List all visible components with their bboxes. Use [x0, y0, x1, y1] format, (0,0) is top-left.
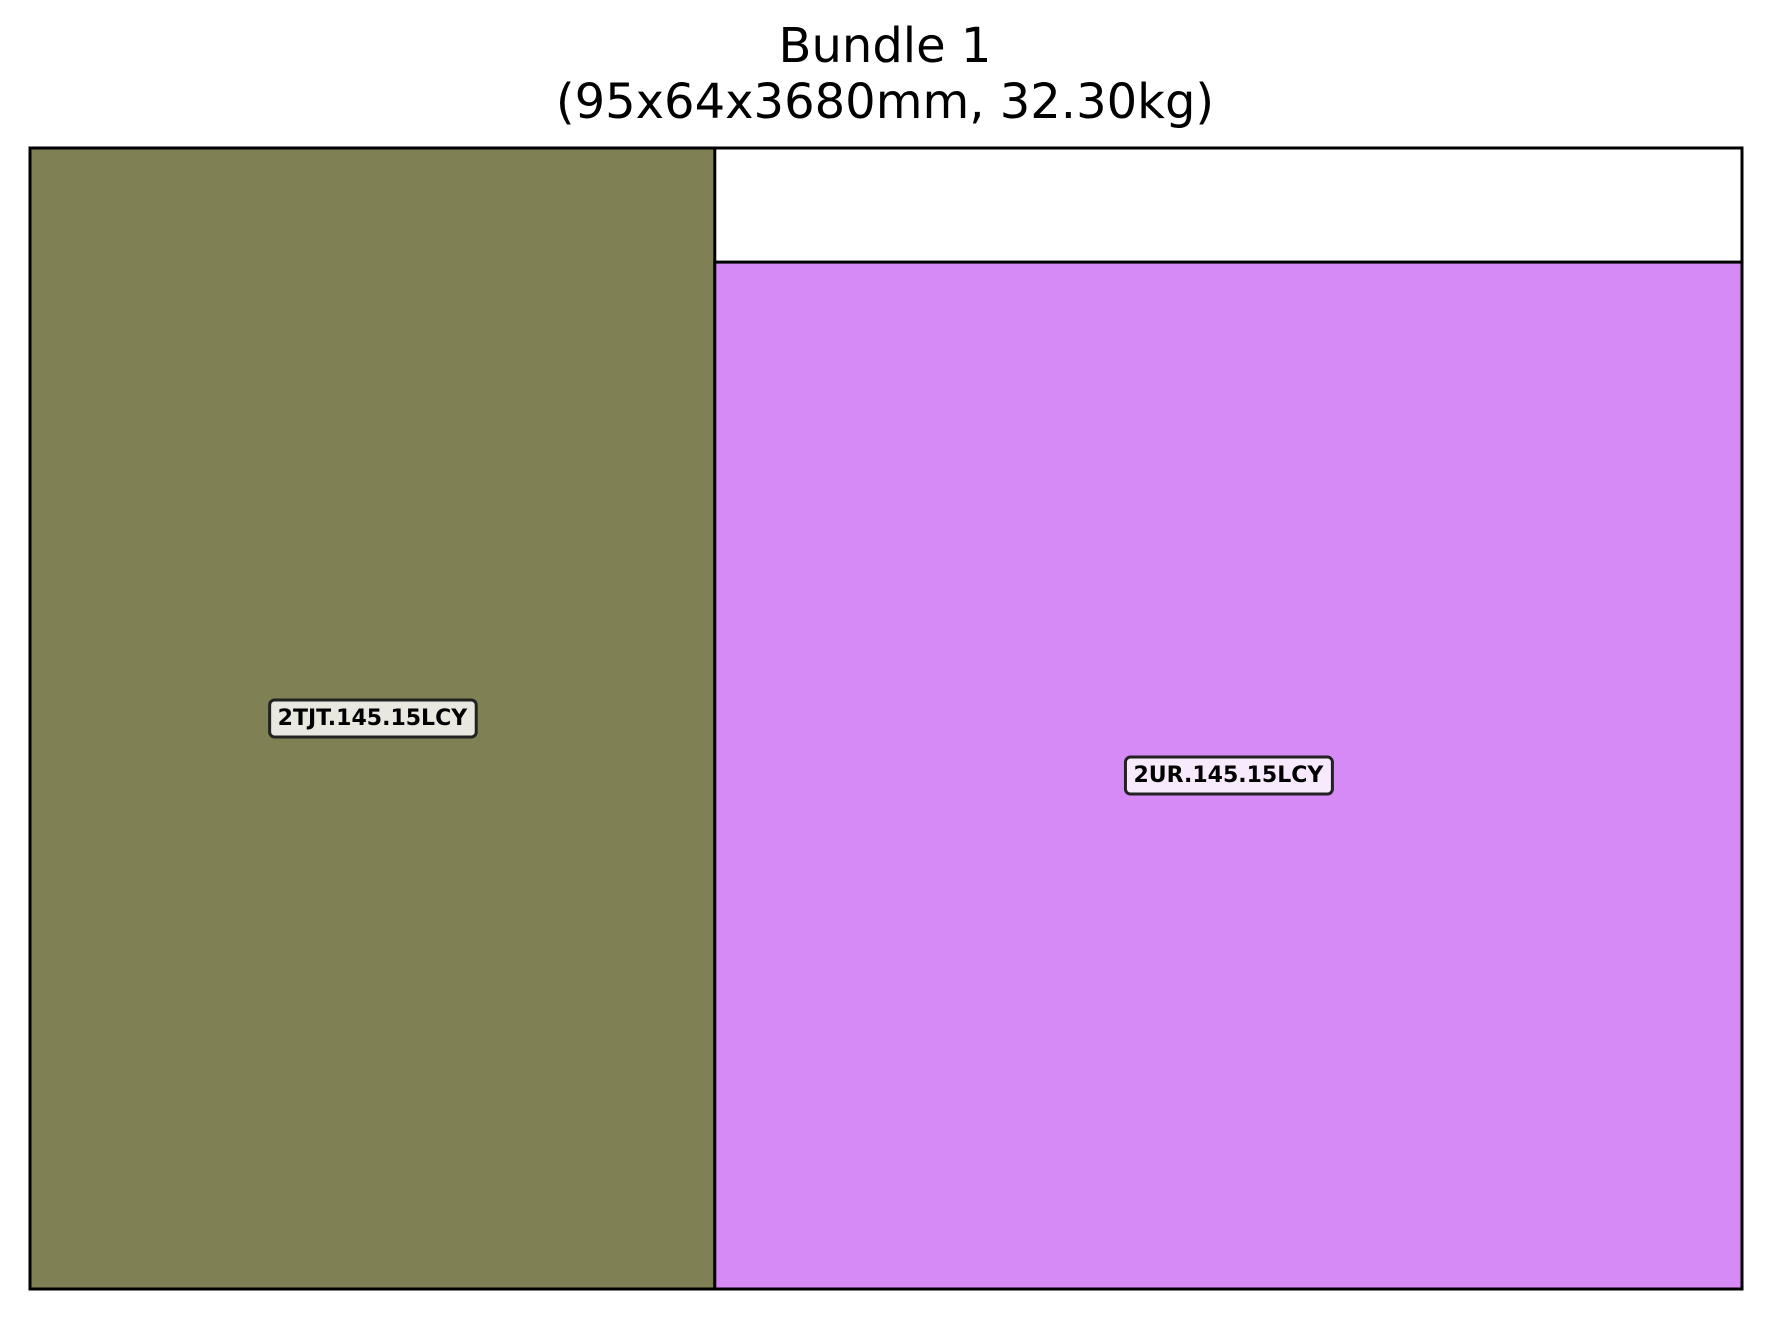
chart-title: Bundle 1 (95x64x3680mm, 32.30kg)	[0, 18, 1770, 130]
piece-label-2tjt-145-15lcy: 2TJT.145.15LCY	[268, 698, 478, 739]
piece-label-box	[1123, 755, 1334, 796]
title-line-1: Bundle 1	[778, 18, 992, 74]
piece-label-2ur-145-15lcy: 2UR.145.15LCY	[1123, 755, 1334, 796]
piece-label-text: 2TJT.145.15LCY	[278, 706, 469, 731]
title-line-2: (95x64x3680mm, 32.30kg)	[555, 74, 1215, 130]
bundle-outline	[28, 146, 1744, 1291]
piece-label-text: 2UR.145.15LCY	[1133, 763, 1324, 788]
labels-layer: 2TJT.145.15LCY 2UR.145.15LCY	[268, 698, 1334, 796]
piece-label-box	[268, 698, 478, 739]
